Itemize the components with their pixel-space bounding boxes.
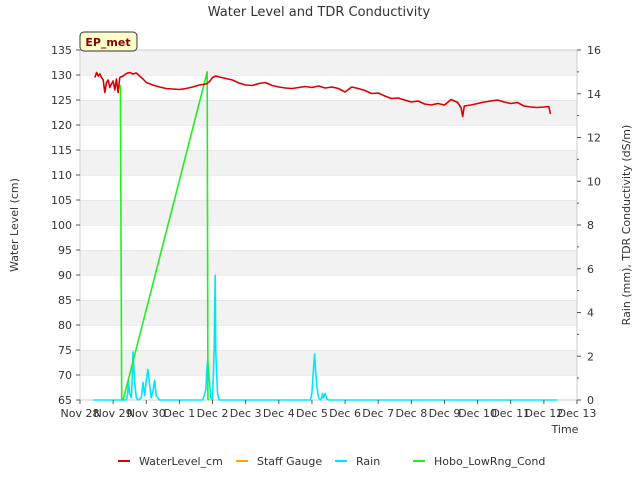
right-tick-label: 2	[587, 350, 594, 363]
grid-band	[80, 225, 577, 250]
left-tick-label: 85	[58, 294, 72, 307]
series-line-waterlevel-cm	[94, 71, 552, 118]
left-tick-label: 90	[58, 269, 72, 282]
left-tick-label: 125	[51, 94, 72, 107]
left-tick-label: 75	[58, 344, 72, 357]
grid-band	[80, 250, 577, 275]
legend-label: Rain	[356, 455, 380, 468]
left-tick-label: 130	[51, 69, 72, 82]
right-tick-label: 16	[587, 44, 601, 57]
legend: WaterLevel_cm Staff Gauge Rain Hobo_LowRng_…	[118, 455, 545, 468]
left-tick-label: 80	[58, 319, 72, 332]
x-tick-label: Dec 8	[395, 407, 427, 420]
right-tick-label: 10	[587, 175, 601, 188]
x-tick-label: Dec 12	[524, 407, 563, 420]
right-tick-label: 4	[587, 307, 594, 320]
grid-band	[80, 300, 577, 325]
grid-band	[80, 100, 577, 125]
left-tick-label: 135	[51, 44, 72, 57]
right-tick-label: 8	[587, 219, 594, 232]
right-tick-label: 14	[587, 88, 601, 101]
left-tick-label: 120	[51, 119, 72, 132]
x-tick-label: Dec 3	[230, 407, 262, 420]
x-tick-label: Dec 10	[458, 407, 497, 420]
grid-band	[80, 275, 577, 300]
right-axis-label: Rain (mm), TDR Conductivity (dS/m)	[620, 125, 633, 326]
left-tick-label: 65	[58, 394, 72, 407]
x-tick-label: Dec 5	[296, 407, 328, 420]
right-axis: 0 2 4 6 8 10 12 14 16	[577, 44, 601, 407]
series-line-rain	[93, 274, 558, 401]
grid-bands	[80, 49, 577, 400]
grid-band	[80, 175, 577, 200]
left-tick-label: 105	[51, 194, 72, 207]
x-tick-label: Dec 4	[263, 407, 295, 420]
series-layer	[93, 71, 558, 401]
site-badge-text: EP_met	[85, 36, 130, 49]
x-tick-label: Dec 1	[164, 407, 196, 420]
left-axis-label: Water Level (cm)	[8, 178, 21, 272]
right-tick-label: 12	[587, 132, 601, 145]
legend-label: WaterLevel_cm	[139, 455, 223, 468]
x-tick-label: Dec 11	[491, 407, 530, 420]
chart-title: Water Level and TDR Conductivity	[208, 5, 431, 20]
x-tick-label: Dec 13	[558, 407, 597, 420]
series-line-hobo-lowrng-cond	[119, 71, 210, 401]
site-badge-box	[79, 31, 138, 52]
grid-band	[80, 125, 577, 150]
left-tick-label: 115	[51, 144, 72, 157]
x-tick-label: Nov 29	[94, 407, 133, 420]
left-tick-label: 70	[58, 369, 72, 382]
grid-band	[80, 375, 577, 400]
x-tick-label: Dec 9	[429, 407, 461, 420]
grid-band	[80, 50, 577, 75]
right-tick-label: 6	[587, 263, 594, 276]
legend-label: Hobo_LowRng_Cond	[434, 455, 545, 468]
legend-label: Staff Gauge	[257, 455, 322, 468]
left-tick-label: 95	[58, 244, 72, 257]
x-axis-label: Time	[551, 423, 579, 436]
right-tick-label: 0	[587, 394, 594, 407]
left-tick-label: 100	[51, 219, 72, 232]
grid-band	[80, 200, 577, 225]
site-badge: EP_met	[79, 31, 138, 52]
x-tick-label: Dec 2	[197, 407, 229, 420]
x-tick-label: Dec 7	[362, 407, 394, 420]
x-tick-label: Nov 28	[61, 407, 100, 420]
grid-band	[80, 325, 577, 350]
x-tick-label: Nov 30	[127, 407, 166, 420]
x-tick-label: Dec 6	[329, 407, 361, 420]
left-tick-label: 110	[51, 169, 72, 182]
left-axis: 65 70 75 80 85 90 95 100 105 110 115 120 125 130 135	[51, 44, 80, 407]
grid-band	[80, 350, 577, 375]
grid-band	[80, 150, 577, 175]
